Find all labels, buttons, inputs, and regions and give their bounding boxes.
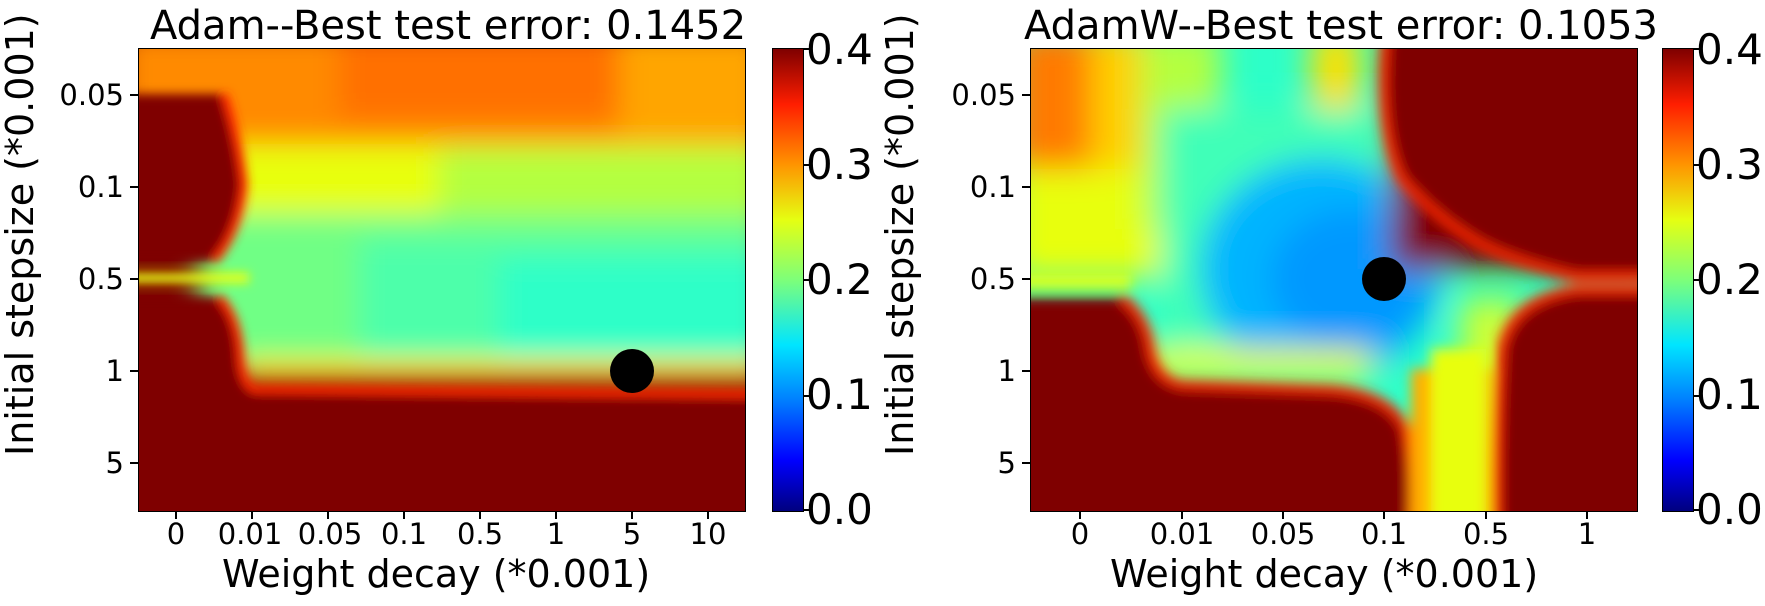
x-tick xyxy=(479,511,481,519)
y-tick-label: 5 xyxy=(997,446,1016,480)
colorbar-tick xyxy=(1693,395,1701,397)
x-tick xyxy=(403,511,405,519)
y-axis-label: Initial stepsize (*0.001) xyxy=(878,13,922,456)
x-axis-label: Weight decay (*0.001) xyxy=(222,552,651,596)
colorbar-tick xyxy=(1693,48,1701,50)
chart-title: AdamW--Best test error: 0.1053 xyxy=(1024,3,1659,49)
y-tick xyxy=(1022,370,1030,372)
x-tick xyxy=(1383,511,1385,519)
x-tick xyxy=(1485,511,1487,519)
y-tick-label: 0.5 xyxy=(77,262,124,296)
colorbar-tick xyxy=(803,164,811,166)
y-tick-label: 0.1 xyxy=(77,170,124,204)
x-tick xyxy=(1586,511,1588,519)
colorbar-tick xyxy=(803,279,811,281)
colorbar-tick xyxy=(1693,509,1701,511)
x-tick xyxy=(251,511,253,519)
heatmap-plot xyxy=(1030,48,1638,512)
colorbar-label: 0.0 xyxy=(806,485,873,534)
colorbar-tick xyxy=(803,509,811,511)
x-tick-label: 0.5 xyxy=(456,517,504,551)
colorbar-label: 0.4 xyxy=(806,25,873,74)
colorbar-tick xyxy=(1693,279,1701,281)
x-axis-label: Weight decay (*0.001) xyxy=(1110,552,1539,596)
y-tick-label: 5 xyxy=(105,446,124,480)
x-tick xyxy=(1282,511,1284,519)
x-tick-label: 0.1 xyxy=(1360,517,1408,551)
heatmap-surface xyxy=(1031,49,1637,511)
colorbar-tick xyxy=(1693,164,1701,166)
y-tick xyxy=(130,94,138,96)
x-tick xyxy=(175,511,177,519)
x-tick xyxy=(555,511,557,519)
y-tick-label: 0.5 xyxy=(969,262,1016,296)
y-tick xyxy=(130,278,138,280)
chart-adamw: AdamW--Best test error: 0.1053 Initial s… xyxy=(878,0,1765,606)
x-tick-label: 0.5 xyxy=(1462,517,1510,551)
y-tick-label: 0.05 xyxy=(951,78,1016,112)
x-tick-label: 1 xyxy=(1577,517,1597,551)
x-tick-label: 1 xyxy=(546,517,566,551)
x-tick-label: 0 xyxy=(1070,517,1090,551)
y-tick xyxy=(1022,94,1030,96)
x-tick-label: 0.01 xyxy=(1149,517,1215,551)
x-tick-label: 10 xyxy=(689,517,727,551)
x-tick-label: 5 xyxy=(622,517,642,551)
y-tick xyxy=(1022,278,1030,280)
colorbar-label: 0.2 xyxy=(1696,255,1763,304)
x-tick xyxy=(1181,511,1183,519)
y-tick xyxy=(130,186,138,188)
best-point-marker xyxy=(1362,257,1406,301)
y-tick xyxy=(1022,186,1030,188)
colorbar-label: 0.2 xyxy=(806,255,873,304)
colorbar-label: 0.4 xyxy=(1696,25,1763,74)
chart-title: Adam--Best test error: 0.1452 xyxy=(150,3,747,49)
y-tick-label: 1 xyxy=(997,354,1016,388)
x-tick xyxy=(631,511,633,519)
y-tick-label: 0.1 xyxy=(969,170,1016,204)
colorbar-tick xyxy=(803,48,811,50)
y-tick xyxy=(1022,462,1030,464)
colorbar-label: 0.1 xyxy=(1696,370,1763,419)
heatmap-surface xyxy=(139,49,745,511)
colorbar-label: 0.0 xyxy=(1696,485,1763,534)
x-tick xyxy=(1079,511,1081,519)
colorbar-label: 0.1 xyxy=(806,370,873,419)
best-point-marker xyxy=(610,349,654,393)
heatmap-plot xyxy=(138,48,746,512)
x-tick-label: 0.1 xyxy=(380,517,428,551)
x-tick xyxy=(327,511,329,519)
y-tick-label: 0.05 xyxy=(59,78,124,112)
x-tick-label: 0 xyxy=(166,517,186,551)
y-tick xyxy=(130,462,138,464)
colorbar-label: 0.3 xyxy=(806,140,873,189)
y-tick-label: 1 xyxy=(105,354,124,388)
x-tick-label: 0.01 xyxy=(217,517,283,551)
colorbar xyxy=(772,48,804,512)
chart-adam: Adam--Best test error: 0.1452 Initial st… xyxy=(0,0,880,606)
x-tick xyxy=(707,511,709,519)
colorbar-tick xyxy=(803,395,811,397)
colorbar xyxy=(1662,48,1694,512)
x-tick-label: 0.05 xyxy=(297,517,363,551)
x-tick-label: 0.05 xyxy=(1250,517,1316,551)
y-tick xyxy=(130,370,138,372)
colorbar-label: 0.3 xyxy=(1696,140,1763,189)
